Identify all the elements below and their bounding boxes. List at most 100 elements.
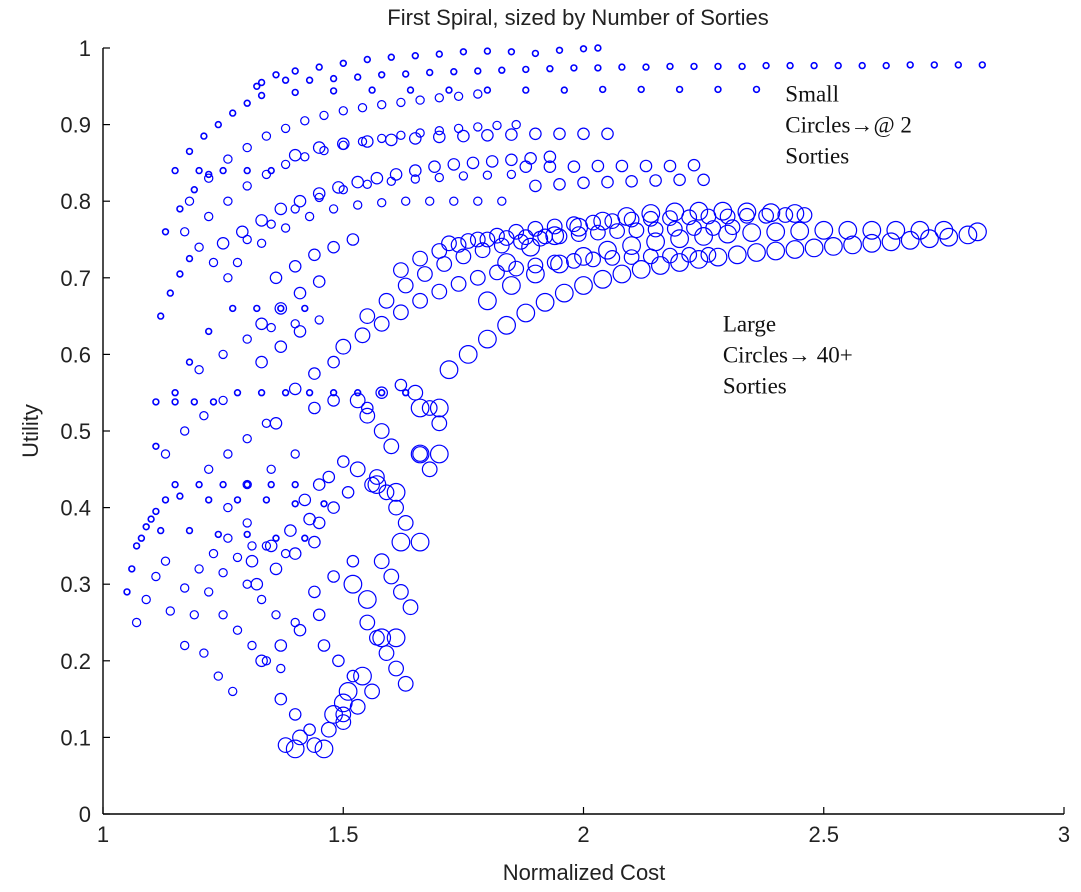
y-tick-label: 0.5 xyxy=(60,419,91,444)
data-point xyxy=(450,276,467,292)
data-point xyxy=(236,225,249,239)
data-point xyxy=(179,583,190,593)
data-point xyxy=(160,556,171,566)
data-point xyxy=(593,269,613,289)
data-point xyxy=(834,61,842,70)
data-point xyxy=(469,231,486,248)
data-point xyxy=(862,220,882,240)
data-point xyxy=(594,44,602,52)
data-point xyxy=(332,654,345,668)
data-point xyxy=(242,518,252,528)
data-point xyxy=(300,116,310,126)
data-point xyxy=(335,714,352,730)
series-sorties-14 xyxy=(216,127,710,736)
data-point xyxy=(137,534,146,542)
data-point xyxy=(312,187,326,200)
data-point xyxy=(354,389,362,397)
data-point xyxy=(291,88,299,97)
data-point xyxy=(453,91,464,102)
data-point xyxy=(435,50,443,58)
data-point xyxy=(274,692,288,706)
data-point xyxy=(343,574,363,594)
data-point xyxy=(550,254,569,274)
data-point xyxy=(687,158,701,172)
data-point xyxy=(377,197,387,208)
data-point xyxy=(445,86,453,94)
data-point xyxy=(341,485,355,499)
data-point xyxy=(290,449,300,459)
data-point xyxy=(346,554,360,568)
data-point xyxy=(243,480,251,489)
data-point xyxy=(293,325,307,338)
data-point xyxy=(160,449,171,459)
data-point xyxy=(280,159,291,170)
data-point xyxy=(447,158,461,171)
data-point xyxy=(319,110,329,121)
y-tick-label: 1 xyxy=(79,36,91,61)
data-point xyxy=(256,238,267,248)
data-point xyxy=(261,656,272,666)
data-point xyxy=(546,64,554,73)
data-point xyxy=(272,534,280,542)
data-point xyxy=(507,48,516,56)
data-point xyxy=(233,389,242,397)
data-point xyxy=(612,264,632,284)
data-point xyxy=(434,125,444,136)
data-point xyxy=(329,389,338,397)
data-point xyxy=(384,133,398,147)
data-point xyxy=(527,220,544,237)
data-point xyxy=(132,542,141,550)
series-sorties-40 xyxy=(285,201,987,759)
data-point xyxy=(152,398,160,406)
data-point xyxy=(255,317,268,331)
data-point xyxy=(373,315,390,332)
series-sorties-2 xyxy=(123,44,986,596)
data-point xyxy=(401,196,411,206)
data-point xyxy=(397,675,414,692)
data-point xyxy=(497,315,517,335)
data-point xyxy=(421,400,438,416)
data-point xyxy=(579,45,588,53)
data-point xyxy=(274,639,288,652)
data-point xyxy=(171,166,179,175)
data-point xyxy=(157,312,165,320)
data-point xyxy=(195,480,203,489)
data-point xyxy=(157,526,165,535)
data-point xyxy=(242,434,252,444)
data-point xyxy=(694,226,713,246)
data-point xyxy=(223,273,233,283)
data-point xyxy=(218,349,228,360)
data-point xyxy=(554,283,574,303)
data-point xyxy=(930,61,938,69)
data-point xyxy=(497,253,517,272)
data-point xyxy=(522,86,530,94)
data-point xyxy=(383,568,400,585)
data-point xyxy=(219,480,227,489)
data-point xyxy=(814,220,834,240)
data-point xyxy=(810,61,818,70)
data-point xyxy=(360,401,374,415)
data-point xyxy=(394,378,408,392)
data-point xyxy=(473,196,483,206)
data-point xyxy=(185,254,194,263)
data-point xyxy=(441,235,457,252)
data-point xyxy=(566,252,582,269)
data-point xyxy=(378,484,395,501)
data-point xyxy=(766,222,786,242)
data-point xyxy=(203,464,214,474)
data-point xyxy=(269,562,283,576)
data-point xyxy=(284,524,297,537)
x-tick-label: 1.5 xyxy=(328,822,359,847)
data-point xyxy=(681,246,698,263)
data-point xyxy=(617,207,637,226)
data-point xyxy=(474,242,491,259)
y-tick-label: 0.6 xyxy=(60,342,91,367)
annotation-1: Small Circles→@ 2 Sorties xyxy=(785,82,912,169)
data-point xyxy=(777,207,794,223)
data-point xyxy=(393,304,409,321)
data-point xyxy=(319,145,329,156)
data-point xyxy=(665,202,685,222)
data-point xyxy=(223,154,233,164)
data-point xyxy=(293,286,307,300)
data-point xyxy=(229,109,237,117)
